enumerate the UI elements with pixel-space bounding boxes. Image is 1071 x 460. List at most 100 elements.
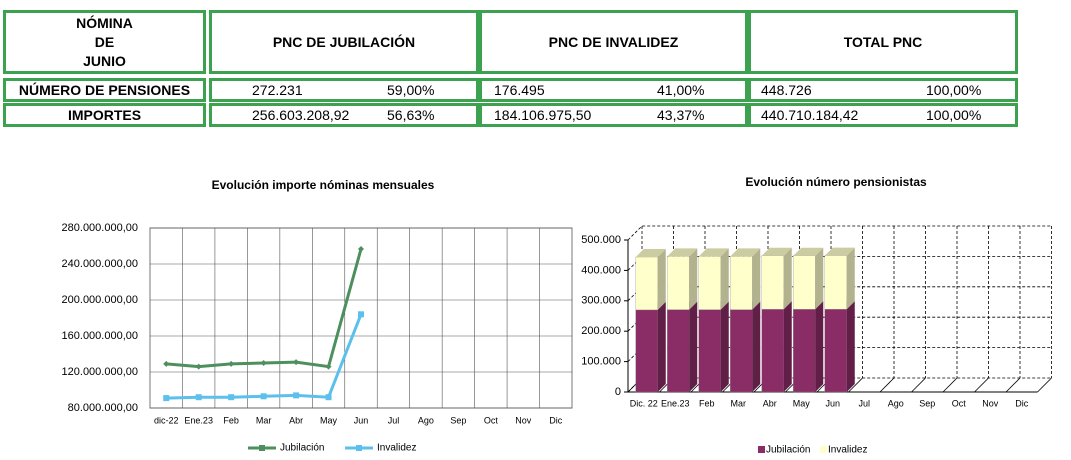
bar-front [635, 256, 658, 311]
floor-line [848, 377, 863, 393]
x-tick-label: Ago [418, 415, 434, 425]
bar-side [752, 301, 761, 392]
x-tick-label: Jul [388, 415, 400, 425]
value-cell: 256.603.208,92 56,63% [209, 103, 479, 127]
value-cell: 448.726 100,00% [748, 78, 1018, 102]
legend-marker [259, 445, 265, 451]
grid-line [627, 225, 1052, 241]
marker [163, 395, 170, 402]
cell-percent: 59,00% [387, 82, 435, 98]
y-tick-label: 300.000 [581, 295, 621, 307]
bar-segment [793, 247, 824, 310]
marker [260, 393, 267, 400]
cell-value: 176.495 [494, 82, 545, 98]
marker [228, 394, 235, 401]
y-tick-label: 280.000.000,00 [62, 222, 138, 234]
y-tick-label: 160.000.000,00 [62, 330, 138, 342]
x-tick-label: Oct [952, 398, 967, 408]
bar-segment [730, 248, 761, 310]
bar-front [667, 309, 690, 393]
bar-top [761, 247, 792, 256]
y-tick-label: 100.000 [581, 356, 621, 368]
x-tick-label: Feb [223, 415, 239, 425]
bar-segment [761, 247, 792, 310]
grid-line [627, 286, 1052, 302]
x-tick-label: Mar [256, 415, 272, 425]
row-label: NÚMERO DE PENSIONES [3, 78, 206, 102]
cell-value: 448.726 [761, 82, 812, 98]
x-tick-label: dic-22 [154, 415, 179, 425]
bar-side [657, 301, 666, 392]
floor-line [1037, 377, 1052, 393]
legend-label: Jubilación [280, 443, 324, 454]
y-tick-label: 120.000.000,00 [62, 366, 138, 378]
x-tick-label: Jun [354, 415, 369, 425]
row-label: IMPORTES [3, 103, 206, 127]
x-tick-label: Feb [699, 398, 715, 408]
bar-front [793, 255, 816, 310]
y-tick-label: 240.000.000,00 [62, 258, 138, 270]
bar-segment [730, 301, 761, 393]
marker [358, 311, 364, 318]
cell-percent: 100,00% [926, 82, 982, 98]
x-tick-label: Sep [450, 415, 466, 425]
bar-side [657, 249, 666, 310]
column-header: TOTAL PNC [748, 10, 1018, 74]
floor-line [974, 377, 989, 393]
x-tick-label: Mar [731, 398, 747, 408]
y-tick-label: 80.000.000,00 [68, 402, 138, 414]
y-tick-label: 400.000 [581, 264, 621, 276]
x-tick-label: Nov [982, 398, 999, 408]
marker [325, 363, 332, 370]
corner-cell: NÓMINA DE JUNIO [3, 10, 206, 74]
x-tick-label: Jun [825, 398, 840, 408]
bar-side [783, 247, 792, 310]
column-header: PNC DE INVALIDEZ [479, 10, 748, 74]
x-tick-label: May [320, 415, 338, 425]
bar-segment [667, 248, 698, 310]
cell-value: 256.603.208,92 [252, 107, 350, 123]
cell-percent: 41,00% [657, 82, 705, 98]
bar-front [824, 309, 847, 393]
cell-value: 184.106.975,50 [494, 107, 592, 123]
bar-side [783, 301, 792, 392]
value-cell: 184.106.975,50 43,37% [479, 103, 748, 127]
bar-front [824, 255, 847, 310]
bar-front [761, 309, 784, 393]
x-tick-label: Dic [549, 415, 562, 425]
bar-segment [635, 249, 666, 311]
bar-front [761, 255, 784, 310]
x-tick-label: Sep [919, 398, 935, 408]
bar-side [815, 301, 824, 392]
floor-line [942, 377, 958, 393]
bar-front [698, 309, 721, 393]
x-tick-label: Ene.23 [661, 398, 690, 408]
chart-title: Evolución número pensionistas [745, 175, 927, 189]
marker [195, 363, 202, 370]
bar-side [689, 301, 698, 392]
legend-swatch [820, 446, 827, 453]
cell-percent: 43,37% [657, 107, 705, 123]
floor-line [879, 377, 895, 393]
legend-swatch [758, 446, 765, 453]
bar-top [698, 248, 729, 257]
x-tick-label: Nov [515, 415, 532, 425]
bar-top [730, 248, 761, 257]
corner-line: DE [94, 33, 115, 50]
floor-line [911, 377, 926, 393]
legend-label: Invalidez [377, 443, 416, 454]
marker [163, 360, 170, 367]
bar-front [730, 309, 753, 393]
bar-side [815, 247, 824, 310]
marker [325, 394, 332, 401]
x-tick-label: Abr [289, 415, 303, 425]
y-tick-label: 0 [615, 386, 621, 398]
legend-marker [356, 445, 362, 451]
marker [293, 392, 300, 399]
bar-segment [635, 301, 666, 393]
grid-line [627, 347, 1052, 362]
x-tick-label: Oct [484, 415, 499, 425]
x-tick-label: Dic. 22 [630, 398, 658, 408]
